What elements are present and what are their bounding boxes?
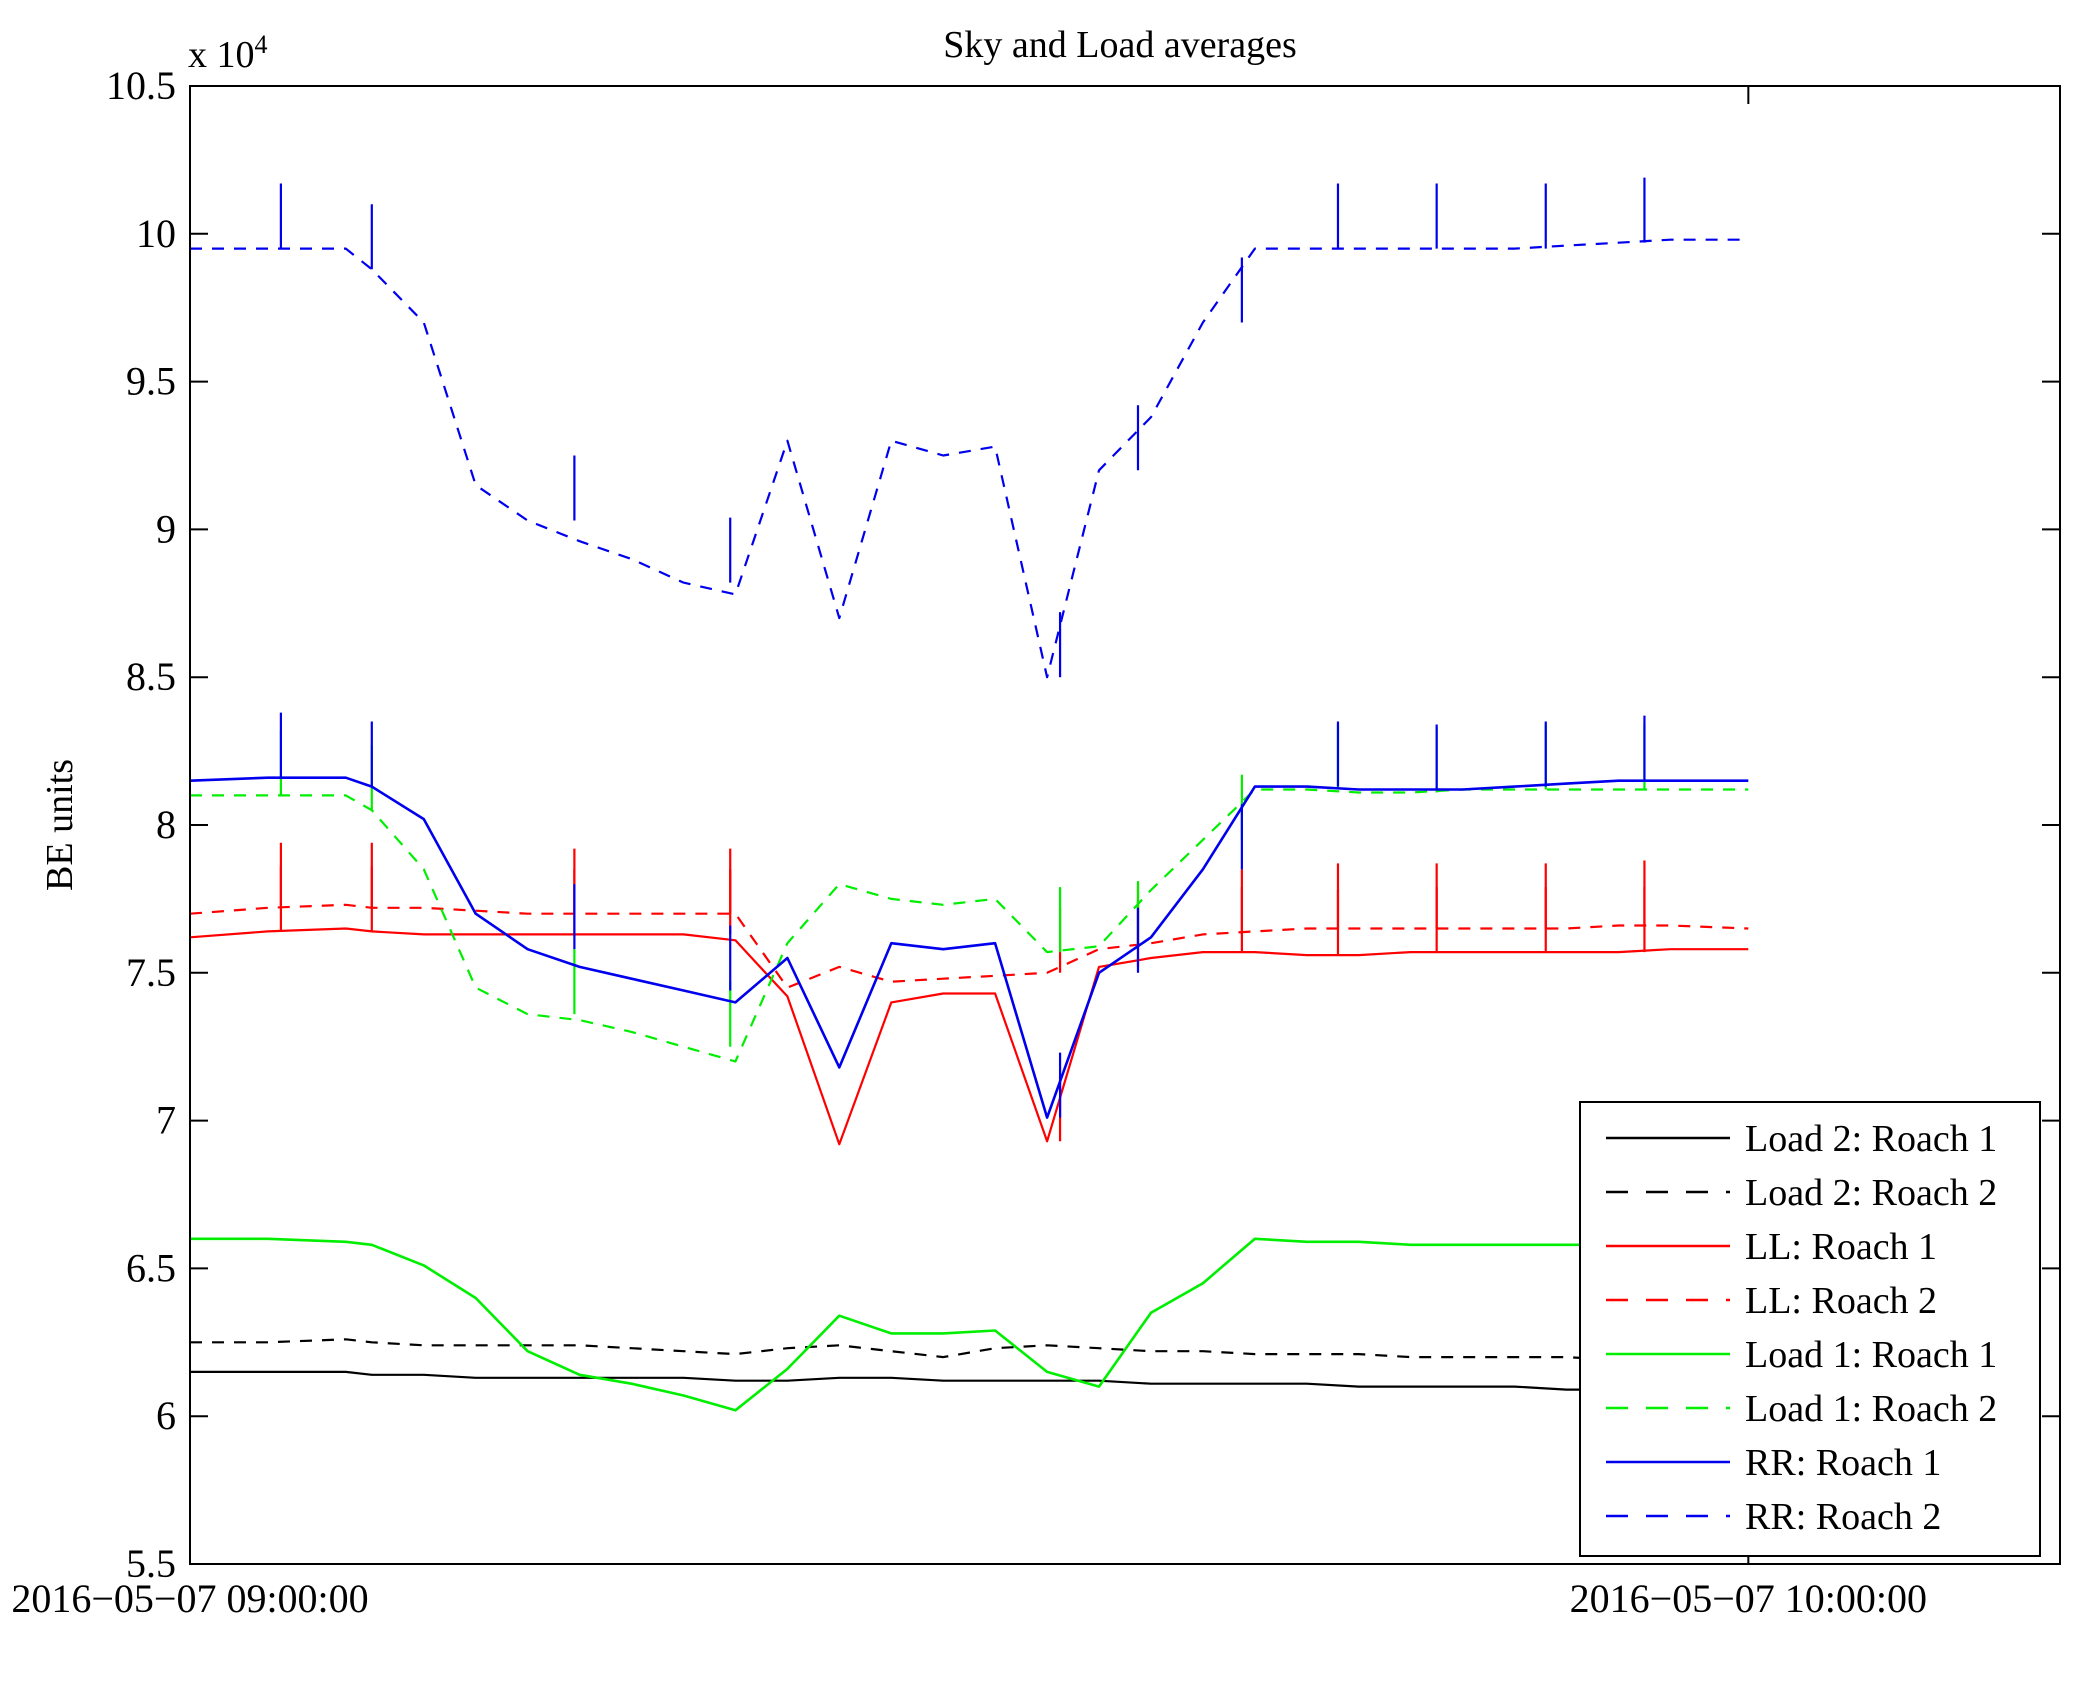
y-tick-label: 9.5 <box>126 359 176 404</box>
y-multiplier-label: x 104 <box>188 30 268 76</box>
y-tick-label: 9 <box>156 506 176 551</box>
y-tick-label: 8 <box>156 802 176 847</box>
y-tick-label: 6 <box>156 1393 176 1438</box>
y-tick-label: 7.5 <box>126 950 176 995</box>
legend-entry: Load 2: Roach 1 <box>1745 1118 1997 1160</box>
legend-entry: Load 1: Roach 2 <box>1745 1388 1997 1430</box>
y-tick-label: 6.5 <box>126 1245 176 1290</box>
series-line-0 <box>190 1370 1749 1391</box>
series-line-3 <box>189 903 1749 989</box>
series-group <box>189 177 1749 1412</box>
axes-ticks: 5.5 6 6.5 7 7.5 8 8.5 9 9.5 10 10.5 2016−05−07 09:0… <box>11 63 2060 1621</box>
x-tick-label: 2016−05−07 09:00:00 <box>11 1576 368 1621</box>
x-tick-label: 2016−05−07 10:00:00 <box>1570 1576 1927 1621</box>
legend-entry: LL: Roach 1 <box>1745 1226 1937 1268</box>
y-tick-label: 7 <box>156 1098 176 1143</box>
legend: Load 2: Roach 1 Load 2: Roach 2 LL: Roach … <box>1579 1101 2041 1557</box>
y-axis-label: BE units <box>39 759 81 891</box>
legend-entry: Load 1: Roach 1 <box>1745 1334 1997 1376</box>
plot-area-frame <box>189 85 2061 1565</box>
y-tick-label: 8.5 <box>126 654 176 699</box>
series-line-2 <box>189 927 1749 1146</box>
series-line-1 <box>190 1338 1749 1362</box>
y-tick-label: 10.5 <box>106 63 176 108</box>
y-tick-label: 5.5 <box>126 1541 176 1586</box>
y-multiplier-base: x 10 <box>188 34 255 76</box>
series-line-4 <box>190 1237 1749 1412</box>
legend-box <box>1579 1101 2041 1557</box>
series-line-6 <box>189 776 1749 1119</box>
legend-entry: LL: Roach 2 <box>1745 1280 1937 1322</box>
legend-entry: RR: Roach 2 <box>1745 1496 1941 1538</box>
y-tick-label: 10 <box>136 211 176 256</box>
chart-title: Sky and Load averages <box>943 24 1297 66</box>
legend-entry: RR: Roach 1 <box>1745 1442 1941 1484</box>
y-multiplier-exponent: 4 <box>255 30 268 59</box>
series-line-7 <box>190 238 1749 679</box>
legend-entry: Load 2: Roach 2 <box>1745 1172 1997 1214</box>
